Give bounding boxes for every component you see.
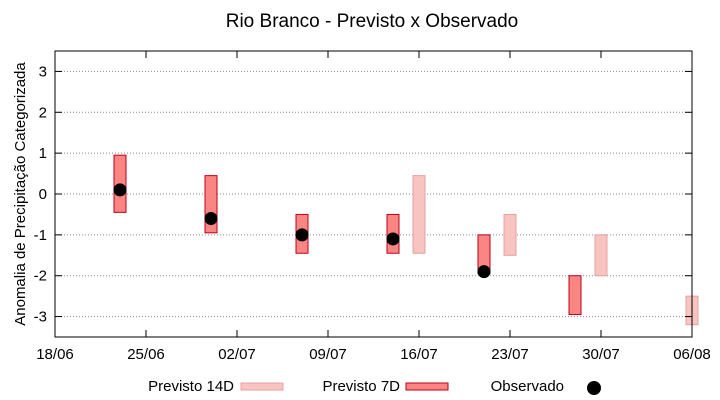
- point-observado: [477, 265, 491, 279]
- legend-swatch-previsto-7d: [405, 382, 449, 391]
- series-observado: [113, 183, 491, 279]
- bar-previsto-14d: [503, 213, 517, 256]
- x-tick-label: 25/06: [127, 346, 165, 363]
- y-axis-label: Anomalia de Precipitação Categorizada: [12, 62, 29, 326]
- x-axis: 18/06 25/06 02/07 09/07 16/07 23/07 30/07 06/08: [36, 51, 711, 363]
- legend: Previsto 14D Previsto 7D Observado: [148, 378, 601, 395]
- point-observado: [113, 183, 127, 197]
- y-tick-label: -1: [34, 227, 47, 244]
- x-tick-label: 30/07: [582, 346, 620, 363]
- bar-previsto-7d: [568, 275, 582, 316]
- legend-label-previsto-7d: Previsto 7D: [322, 378, 400, 395]
- series-previsto-14d: [412, 175, 699, 326]
- y-tick-label: -3: [34, 309, 47, 326]
- y-tick-label: 3: [39, 63, 47, 80]
- x-tick-label: 16/07: [400, 346, 438, 363]
- point-observado: [204, 212, 218, 226]
- legend-label-previsto-14d: Previsto 14D: [148, 378, 234, 395]
- legend-swatch-previsto-14d: [240, 382, 284, 391]
- grid: [55, 70, 692, 318]
- point-observado: [386, 232, 400, 246]
- y-tick-label: 1: [39, 145, 47, 162]
- y-tick-label: -2: [34, 268, 47, 285]
- y-tick-label: 2: [39, 104, 47, 121]
- x-tick-label: 23/07: [491, 346, 529, 363]
- y-axis: -3 -2 -1 0 1 2 3: [34, 63, 692, 326]
- x-tick-label: 02/07: [218, 346, 256, 363]
- chart-title: Rio Branco - Previsto x Observado: [226, 11, 519, 32]
- bar-previsto-14d: [594, 234, 608, 277]
- point-observado: [295, 228, 309, 242]
- x-tick-label: 09/07: [309, 346, 347, 363]
- x-tick-label: 18/06: [36, 346, 74, 363]
- y-tick-label: 0: [39, 186, 47, 203]
- legend-label-observado: Observado: [491, 378, 564, 395]
- bar-previsto-14d: [412, 175, 426, 254]
- legend-marker-observado: [587, 381, 601, 395]
- x-tick-label: 06/08: [673, 346, 711, 363]
